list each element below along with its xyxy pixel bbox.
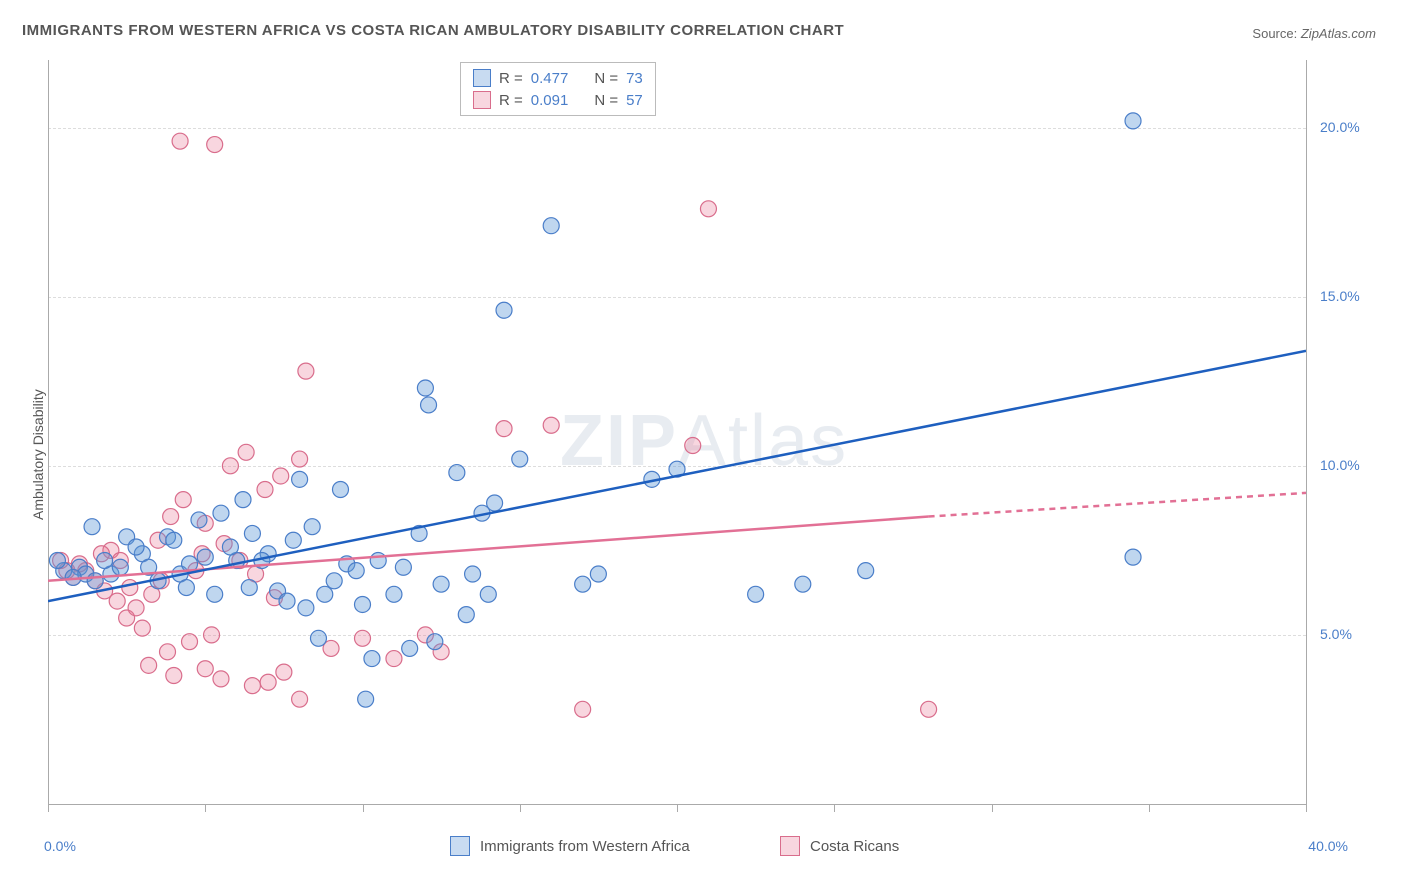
- r-value: 0.477: [531, 70, 569, 87]
- y-tick-label: 15.0%: [1320, 288, 1360, 304]
- n-value: 57: [626, 92, 643, 109]
- legend-series-1: Immigrants from Western Africa: [450, 836, 690, 856]
- n-label: N =: [594, 70, 618, 87]
- legend-row: R = 0.091 N = 57: [473, 89, 643, 111]
- y-axis-right: [1306, 60, 1307, 804]
- x-tick-mark: [520, 804, 521, 812]
- x-tick-mark: [48, 804, 49, 812]
- chart-title: IMMIGRANTS FROM WESTERN AFRICA VS COSTA …: [22, 22, 844, 39]
- n-value: 73: [626, 70, 643, 87]
- y-tick-label: 20.0%: [1320, 119, 1360, 135]
- x-tick-mark: [1149, 804, 1150, 812]
- x-tick-mark: [677, 804, 678, 812]
- scatter-plot: [48, 60, 1306, 804]
- x-tick-mark: [205, 804, 206, 812]
- x-tick-mark: [363, 804, 364, 812]
- source-label: Source:: [1252, 26, 1297, 41]
- legend-row: R = 0.477 N = 73: [473, 67, 643, 89]
- y-tick-label: 5.0%: [1320, 626, 1352, 642]
- source: Source: ZipAtlas.com: [1252, 26, 1376, 41]
- x-tick-mark: [1306, 804, 1307, 812]
- legend-stats: R = 0.477 N = 73 R = 0.091 N = 57: [460, 62, 656, 116]
- legend-swatch-pink: [780, 836, 800, 856]
- legend-swatch-blue: [473, 69, 491, 87]
- x-tick-label: 40.0%: [1308, 838, 1348, 854]
- n-label: N =: [594, 92, 618, 109]
- legend-series-2: Costa Ricans: [780, 836, 899, 856]
- r-value: 0.091: [531, 92, 569, 109]
- x-tick-label: 0.0%: [44, 838, 76, 854]
- legend-swatch-pink: [473, 91, 491, 109]
- r-label: R =: [499, 70, 523, 87]
- y-axis-label: Ambulatory Disability: [30, 389, 46, 520]
- r-label: R =: [499, 92, 523, 109]
- x-tick-mark: [992, 804, 993, 812]
- y-tick-label: 10.0%: [1320, 457, 1360, 473]
- x-tick-mark: [834, 804, 835, 812]
- legend-label: Costa Ricans: [810, 838, 899, 855]
- source-name: ZipAtlas.com: [1301, 26, 1376, 41]
- legend-swatch-blue: [450, 836, 470, 856]
- legend-label: Immigrants from Western Africa: [480, 838, 690, 855]
